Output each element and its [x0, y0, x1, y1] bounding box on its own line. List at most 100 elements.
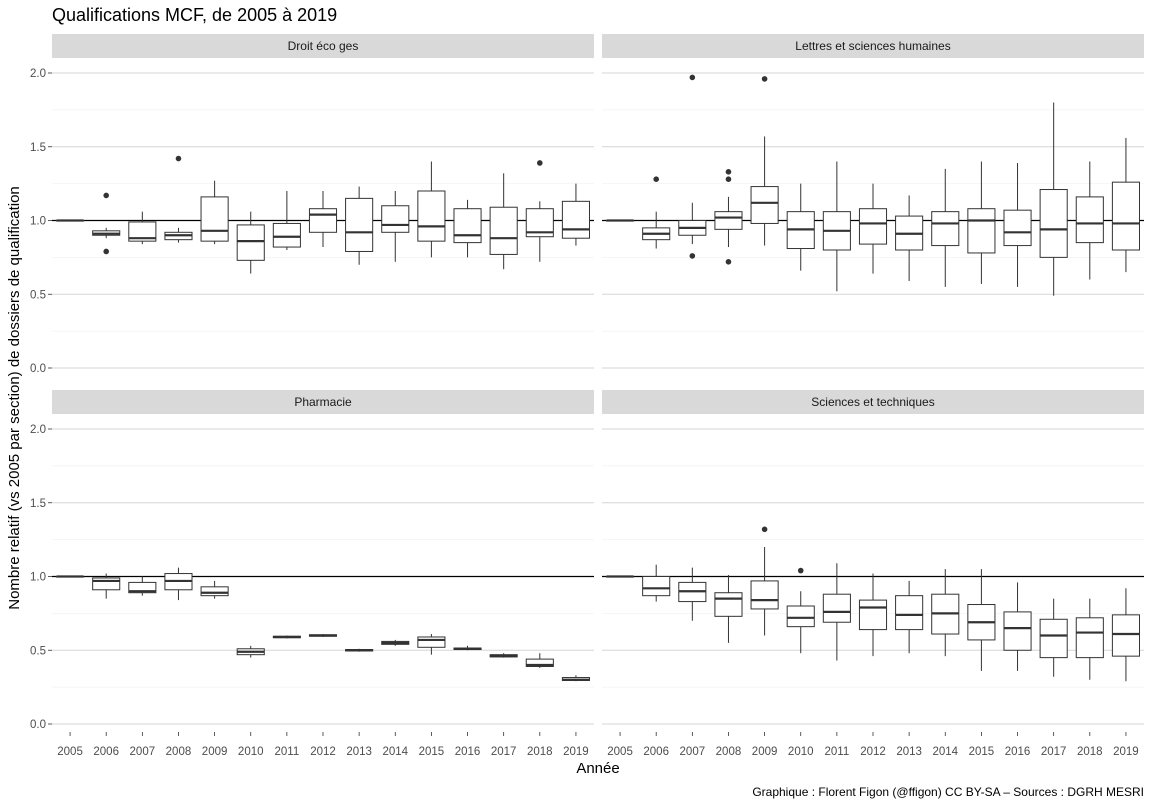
chart-title: Qualifications MCF, de 2005 à 2019 — [52, 5, 338, 25]
box-lettres-et-sciences-humaines-2009 — [750, 76, 779, 246]
box-pharmacie-2012 — [308, 634, 338, 637]
box-body — [822, 593, 851, 623]
x-tick-label: 2013 — [346, 746, 372, 758]
box-droit-eco-ges-2014 — [381, 191, 410, 262]
x-tick-label: 2018 — [1077, 746, 1103, 758]
box-body — [750, 186, 779, 224]
box-lettres-et-sciences-humaines-2007 — [678, 74, 707, 259]
box-droit-eco-ges-2013 — [345, 186, 374, 265]
box-body — [453, 208, 482, 244]
box-body — [931, 211, 960, 247]
box-body — [308, 208, 338, 233]
box-body — [381, 205, 410, 233]
x-tick-label: 2011 — [274, 746, 299, 758]
y-tick-label: 2.0 — [30, 424, 46, 436]
box-sciences-et-techniques-2005 — [606, 575, 635, 578]
box-body — [417, 190, 446, 242]
x-tick-label: 2014 — [382, 746, 408, 758]
box-body — [1075, 617, 1104, 659]
box-droit-eco-ges-2006 — [92, 192, 121, 255]
box-lettres-et-sciences-humaines-2017 — [1039, 102, 1068, 296]
box-pharmacie-2008 — [164, 567, 193, 601]
box-lettres-et-sciences-humaines-2010 — [786, 183, 815, 271]
box-pharmacie-2018 — [525, 653, 554, 668]
box-body — [200, 196, 229, 242]
box-body — [786, 605, 815, 628]
box-lettres-et-sciences-humaines-2013 — [895, 195, 924, 281]
box-body — [92, 577, 121, 591]
box-sciences-et-techniques-2011 — [822, 563, 851, 661]
box-sciences-et-techniques-2017 — [1039, 598, 1068, 677]
box-body — [1039, 618, 1068, 659]
box-body — [1003, 209, 1032, 247]
y-tick-label: 0.0 — [30, 719, 46, 731]
x-tick-label: 2008 — [166, 746, 192, 758]
box-lettres-et-sciences-humaines-2012 — [858, 183, 888, 274]
outlier-point — [175, 155, 182, 162]
facet-strip-droit-eco-ges — [52, 34, 594, 58]
box-sciences-et-techniques-2013 — [895, 580, 924, 654]
x-tick-label: 2017 — [491, 746, 517, 758]
box-pharmacie-2006 — [92, 573, 121, 599]
y-tick-label: 1.0 — [30, 216, 46, 228]
box-droit-eco-ges-2016 — [453, 199, 482, 258]
box-sciences-et-techniques-2007 — [678, 567, 707, 621]
outlier-point — [725, 176, 732, 182]
box-pharmacie-2016 — [453, 645, 482, 651]
y-tick-label: 0.5 — [30, 289, 46, 301]
box-lettres-et-sciences-humaines-2015 — [967, 161, 996, 284]
outlier-point — [761, 76, 768, 82]
y-tick-label: 1.0 — [30, 572, 46, 584]
box-sciences-et-techniques-2008 — [714, 575, 743, 643]
axis-labels: 0.0 0.5 1.0 1.5 2.0 0.0 0.5 1.0 1.5 2.0 2005 2006 20… — [30, 68, 1139, 758]
box-lettres-et-sciences-humaines-2011 — [822, 161, 851, 292]
x-axis-title: Année — [576, 760, 619, 777]
x-tick-label: 2010 — [788, 746, 814, 758]
x-tick-label: 2019 — [563, 746, 589, 758]
x-tick-label: 2015 — [969, 746, 995, 758]
x-tick-label: 2007 — [680, 746, 706, 758]
outlier-point — [537, 160, 543, 166]
y-axis-title: Nombre relatif (vs 2005 par section) de … — [6, 186, 23, 610]
outlier-point — [689, 74, 696, 81]
box-sciences-et-techniques-2010 — [786, 567, 815, 654]
box-pharmacie-2015 — [417, 634, 446, 655]
box-body — [642, 576, 671, 597]
x-tick-label: 2016 — [1005, 746, 1031, 758]
box-body — [1075, 196, 1104, 244]
outlier-point — [797, 567, 804, 574]
box-droit-eco-ges-2009 — [200, 180, 229, 245]
box-sciences-et-techniques-2019 — [1111, 588, 1140, 682]
box-pharmacie-2011 — [272, 635, 301, 639]
x-tick-label: 2013 — [896, 746, 922, 758]
box-droit-eco-ges-2012 — [308, 191, 338, 248]
y-tick-label: 2.0 — [30, 68, 46, 80]
box-body — [895, 595, 924, 631]
box-lettres-et-sciences-humaines-2019 — [1111, 137, 1140, 273]
x-tick-label: 2015 — [419, 746, 445, 758]
box-body — [128, 221, 157, 242]
box-pharmacie-2007 — [128, 576, 157, 596]
box-droit-eco-ges-2011 — [272, 191, 301, 250]
box-droit-eco-ges-2017 — [489, 173, 518, 270]
box-lettres-et-sciences-humaines-2005 — [606, 219, 635, 222]
facet-label-pharmacie: Pharmacie — [294, 395, 352, 409]
box-pharmacie-2019 — [561, 675, 590, 682]
outlier-point — [103, 248, 109, 255]
box-sciences-et-techniques-2012 — [858, 573, 888, 657]
box-sciences-et-techniques-2018 — [1075, 598, 1104, 680]
facet-strips: Droit éco ges Lettres et sciences humaine… — [52, 34, 1144, 414]
x-tick-label: 2006 — [643, 746, 669, 758]
x-tick-label: 2008 — [716, 746, 742, 758]
facet-strip-pharmacie — [52, 390, 594, 414]
facet-label-sciences-et-techniques: Sciences et techniques — [811, 395, 934, 409]
box-body — [272, 222, 301, 248]
outlier-point — [725, 259, 732, 265]
box-droit-eco-ges-2008 — [164, 155, 193, 243]
y-tick-label: 1.5 — [30, 142, 46, 154]
box-pharmacie-2010 — [236, 645, 265, 658]
box-lettres-et-sciences-humaines-2018 — [1075, 161, 1104, 280]
box-body — [858, 599, 888, 631]
outlier-point — [653, 176, 659, 182]
box-body — [1003, 611, 1032, 651]
